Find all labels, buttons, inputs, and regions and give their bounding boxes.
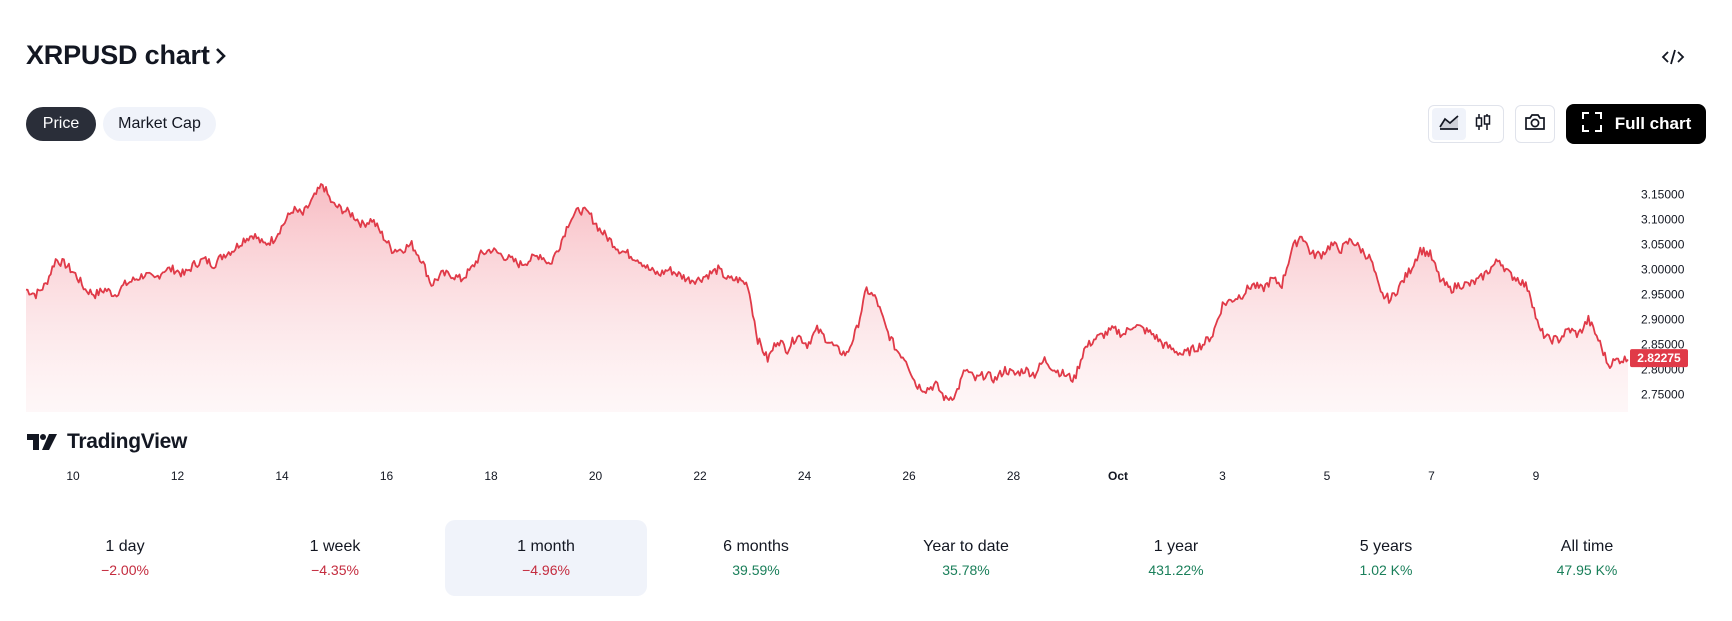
fullscreen-icon [1581, 111, 1603, 138]
line-chart-icon [1438, 113, 1460, 136]
period-label: 1 month [517, 538, 575, 555]
code-embed-icon [1661, 47, 1685, 72]
chevron-right-icon [214, 45, 228, 67]
period-label: 6 months [723, 538, 789, 555]
camera-icon [1523, 112, 1547, 137]
tab-price[interactable]: Price [26, 107, 96, 141]
full-chart-button[interactable]: Full chart [1566, 104, 1706, 144]
last-price-label: 2.82275 [1637, 351, 1681, 365]
x-tick-label: 16 [380, 469, 394, 483]
x-tick-label: 3 [1219, 469, 1226, 483]
period-1-week[interactable]: 1 week −4.35% [234, 520, 436, 596]
period-5-years[interactable]: 5 years 1.02 K% [1285, 520, 1487, 596]
period-change: 35.78% [942, 562, 990, 578]
y-tick-label: 3.05000 [1641, 238, 1685, 252]
y-tick-label: 2.75000 [1641, 388, 1685, 402]
last-price-badge [1630, 349, 1688, 368]
price-area-fill [26, 184, 1628, 412]
candles-button[interactable] [1466, 108, 1500, 140]
x-tick-label: 28 [1007, 469, 1021, 483]
period-change: 431.22% [1148, 562, 1204, 578]
x-tick-label: 26 [902, 469, 916, 483]
x-tick-label: 18 [484, 469, 498, 483]
embed-code-button[interactable] [1658, 44, 1688, 74]
tab-market-cap[interactable]: Market Cap [103, 107, 216, 141]
y-tick-label: 3.00000 [1641, 263, 1685, 277]
candlestick-icon [1473, 112, 1493, 137]
x-tick-label: 20 [589, 469, 603, 483]
chart-title: XRPUSD chart [26, 40, 210, 70]
snapshot-button[interactable] [1515, 105, 1555, 143]
y-tick-label: 2.90000 [1641, 313, 1685, 327]
price-chart[interactable]: 3.15000 3.10000 3.05000 3.00000 2.95000 2.900… [0, 150, 1732, 500]
line-chart-button[interactable] [1432, 108, 1466, 140]
period-label: 1 year [1153, 538, 1199, 555]
period-label: 1 week [309, 538, 361, 555]
period-year-to-date[interactable]: Year to date 35.78% [865, 520, 1067, 596]
y-tick-label: 2.95000 [1641, 288, 1685, 302]
x-tick-label: 9 [1533, 469, 1540, 483]
chart-style-toggle [1428, 105, 1504, 143]
period-change: 39.59% [732, 562, 780, 578]
period-change: 1.02 K% [1359, 562, 1413, 578]
full-chart-label: Full chart [1614, 114, 1692, 133]
period-performance-bar: 1 day −2.00% 1 week −4.35% 1 month −4.96… [24, 520, 1688, 596]
period-6-months[interactable]: 6 months 39.59% [655, 520, 857, 596]
y-tick-label: 3.15000 [1641, 188, 1685, 202]
period-change: −4.96% [522, 562, 570, 578]
period-label: 1 day [105, 538, 145, 555]
x-tick-label: 22 [693, 469, 707, 483]
x-tick-label: 14 [275, 469, 289, 483]
period-1-month[interactable]: 1 month −4.96% [445, 520, 647, 596]
period-change: −2.00% [101, 562, 149, 578]
x-tick-label: 12 [171, 469, 185, 483]
period-change: −4.35% [311, 562, 359, 578]
period-1-day[interactable]: 1 day −2.00% [24, 520, 226, 596]
x-tick-label: Oct [1108, 469, 1128, 483]
y-tick-label: 2.85000 [1641, 338, 1685, 352]
x-tick-label: 7 [1428, 469, 1435, 483]
chart-title-link[interactable]: XRPUSD chart [26, 40, 228, 71]
price-line [25, 183, 1629, 402]
x-tick-label: 24 [798, 469, 812, 483]
period-label: 5 years [1359, 538, 1413, 555]
y-tick-label: 3.10000 [1641, 213, 1685, 227]
x-tick-label: 5 [1324, 469, 1331, 483]
period-label: All time [1560, 538, 1614, 555]
tradingview-mark-icon [27, 434, 57, 450]
period-label: Year to date [923, 538, 1009, 555]
period-1-year[interactable]: 1 year 431.22% [1075, 520, 1277, 596]
tradingview-wordmark: TradingView [67, 430, 188, 453]
period-all-time[interactable]: All time 47.95 K% [1486, 520, 1688, 596]
x-tick-label: 10 [66, 469, 80, 483]
period-change: 47.95 K% [1556, 562, 1618, 578]
tradingview-logo: TradingView [27, 430, 187, 454]
